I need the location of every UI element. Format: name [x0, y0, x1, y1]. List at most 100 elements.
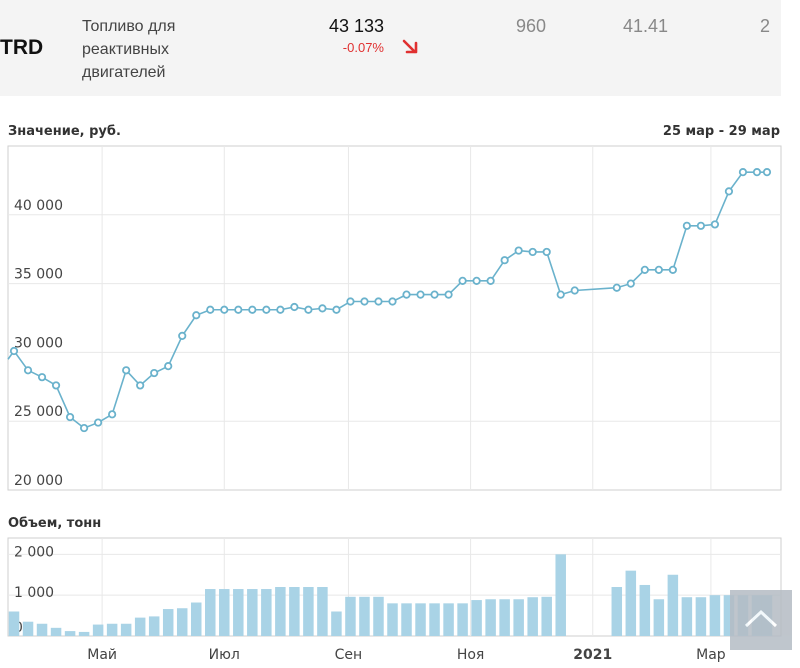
price-point[interactable]: [37, 373, 47, 382]
price-point[interactable]: [248, 305, 257, 314]
scroll-top-button[interactable]: [730, 590, 792, 650]
volume-bar[interactable]: [92, 624, 104, 636]
price-point[interactable]: [654, 265, 663, 274]
price-point[interactable]: [150, 368, 159, 378]
volume-bar[interactable]: [36, 623, 48, 636]
volume-bar[interactable]: [219, 589, 230, 636]
price-point[interactable]: [192, 311, 201, 320]
price-point[interactable]: [79, 423, 89, 433]
volume-bar[interactable]: [555, 554, 566, 636]
price-point[interactable]: [542, 247, 551, 257]
price-point[interactable]: [752, 168, 762, 177]
price-point[interactable]: [388, 297, 397, 306]
price-point[interactable]: [332, 305, 341, 314]
volume-bar[interactable]: [373, 596, 384, 636]
volume-bar[interactable]: [471, 600, 482, 636]
volume-bar[interactable]: [303, 587, 314, 636]
date-range-label[interactable]: 25 мар - 29 мар: [662, 124, 780, 139]
volume-bar[interactable]: [513, 599, 524, 636]
price-point[interactable]: [136, 381, 145, 390]
volume-bar[interactable]: [639, 584, 651, 636]
volume-bar[interactable]: [64, 631, 76, 636]
price-point[interactable]: [108, 410, 117, 419]
volume-bar[interactable]: [233, 589, 244, 636]
price-point[interactable]: [51, 381, 61, 390]
price-point[interactable]: [528, 247, 537, 257]
volume-bar[interactable]: [331, 611, 342, 637]
price-point[interactable]: [220, 305, 229, 314]
price-point[interactable]: [738, 168, 748, 177]
price-point[interactable]: [304, 305, 313, 314]
price-point[interactable]: [402, 290, 411, 299]
price-point[interactable]: [276, 305, 285, 314]
price-point[interactable]: [9, 346, 19, 356]
price-point[interactable]: [682, 221, 691, 230]
price-point[interactable]: [122, 366, 131, 375]
volume-bar[interactable]: [78, 631, 90, 636]
price-point[interactable]: [668, 265, 677, 274]
price-point[interactable]: [472, 276, 481, 285]
price-point[interactable]: [346, 297, 355, 306]
volume-bar[interactable]: [205, 589, 216, 636]
price-point[interactable]: [23, 366, 33, 375]
price-point[interactable]: [500, 256, 509, 265]
volume-bar[interactable]: [695, 597, 707, 636]
price-point[interactable]: [612, 283, 621, 292]
volume-bar[interactable]: [261, 589, 272, 636]
volume-bar[interactable]: [148, 616, 160, 636]
volume-bar[interactable]: [653, 599, 665, 636]
price-point[interactable]: [430, 290, 439, 299]
price-point[interactable]: [514, 246, 523, 255]
price-point[interactable]: [94, 418, 103, 427]
volume-bar[interactable]: [723, 595, 735, 636]
price-point[interactable]: [290, 302, 299, 312]
volume-bar[interactable]: [50, 627, 62, 636]
price-point[interactable]: [262, 305, 271, 314]
volume-bar[interactable]: [681, 597, 693, 636]
volume-bar[interactable]: [429, 603, 440, 636]
price-point[interactable]: [318, 304, 327, 313]
price-point[interactable]: [416, 290, 425, 299]
volume-bar[interactable]: [275, 587, 286, 636]
price-point[interactable]: [65, 412, 75, 422]
volume-bar[interactable]: [709, 595, 721, 636]
volume-bar[interactable]: [443, 603, 454, 636]
price-point[interactable]: [458, 276, 467, 285]
price-point[interactable]: [164, 362, 173, 371]
volume-bar[interactable]: [485, 599, 496, 636]
price-point[interactable]: [486, 276, 495, 285]
price-point[interactable]: [444, 290, 453, 299]
price-point[interactable]: [360, 297, 369, 306]
volume-bar[interactable]: [499, 599, 510, 636]
price-point[interactable]: [626, 279, 635, 288]
price-point[interactable]: [556, 290, 565, 299]
volume-bar[interactable]: [120, 623, 132, 636]
price-point[interactable]: [762, 168, 772, 177]
volume-bar[interactable]: [317, 587, 328, 636]
volume-bar[interactable]: [8, 611, 20, 637]
volume-bar[interactable]: [22, 621, 34, 636]
volume-bar[interactable]: [247, 589, 258, 636]
price-point[interactable]: [178, 331, 187, 340]
volume-bar[interactable]: [611, 587, 623, 636]
volume-bar[interactable]: [190, 602, 202, 636]
price-point[interactable]: [374, 297, 383, 306]
price-point[interactable]: [234, 305, 243, 314]
volume-bar[interactable]: [415, 603, 426, 636]
price-point[interactable]: [724, 187, 734, 196]
volume-bar[interactable]: [134, 617, 146, 636]
volume-bar[interactable]: [625, 570, 637, 636]
price-point[interactable]: [710, 220, 720, 229]
price-point[interactable]: [640, 265, 649, 274]
volume-bar[interactable]: [667, 574, 679, 636]
volume-bar[interactable]: [457, 603, 468, 636]
price-point[interactable]: [206, 305, 215, 314]
volume-bar[interactable]: [387, 603, 398, 636]
volume-bar[interactable]: [359, 596, 370, 636]
volume-bar[interactable]: [541, 596, 552, 636]
instrument-row[interactable]: TRD Топливо для реактивных двигателей 43…: [0, 0, 781, 96]
volume-bar[interactable]: [289, 587, 300, 636]
volume-bar[interactable]: [106, 623, 118, 636]
price-point[interactable]: [696, 221, 705, 230]
